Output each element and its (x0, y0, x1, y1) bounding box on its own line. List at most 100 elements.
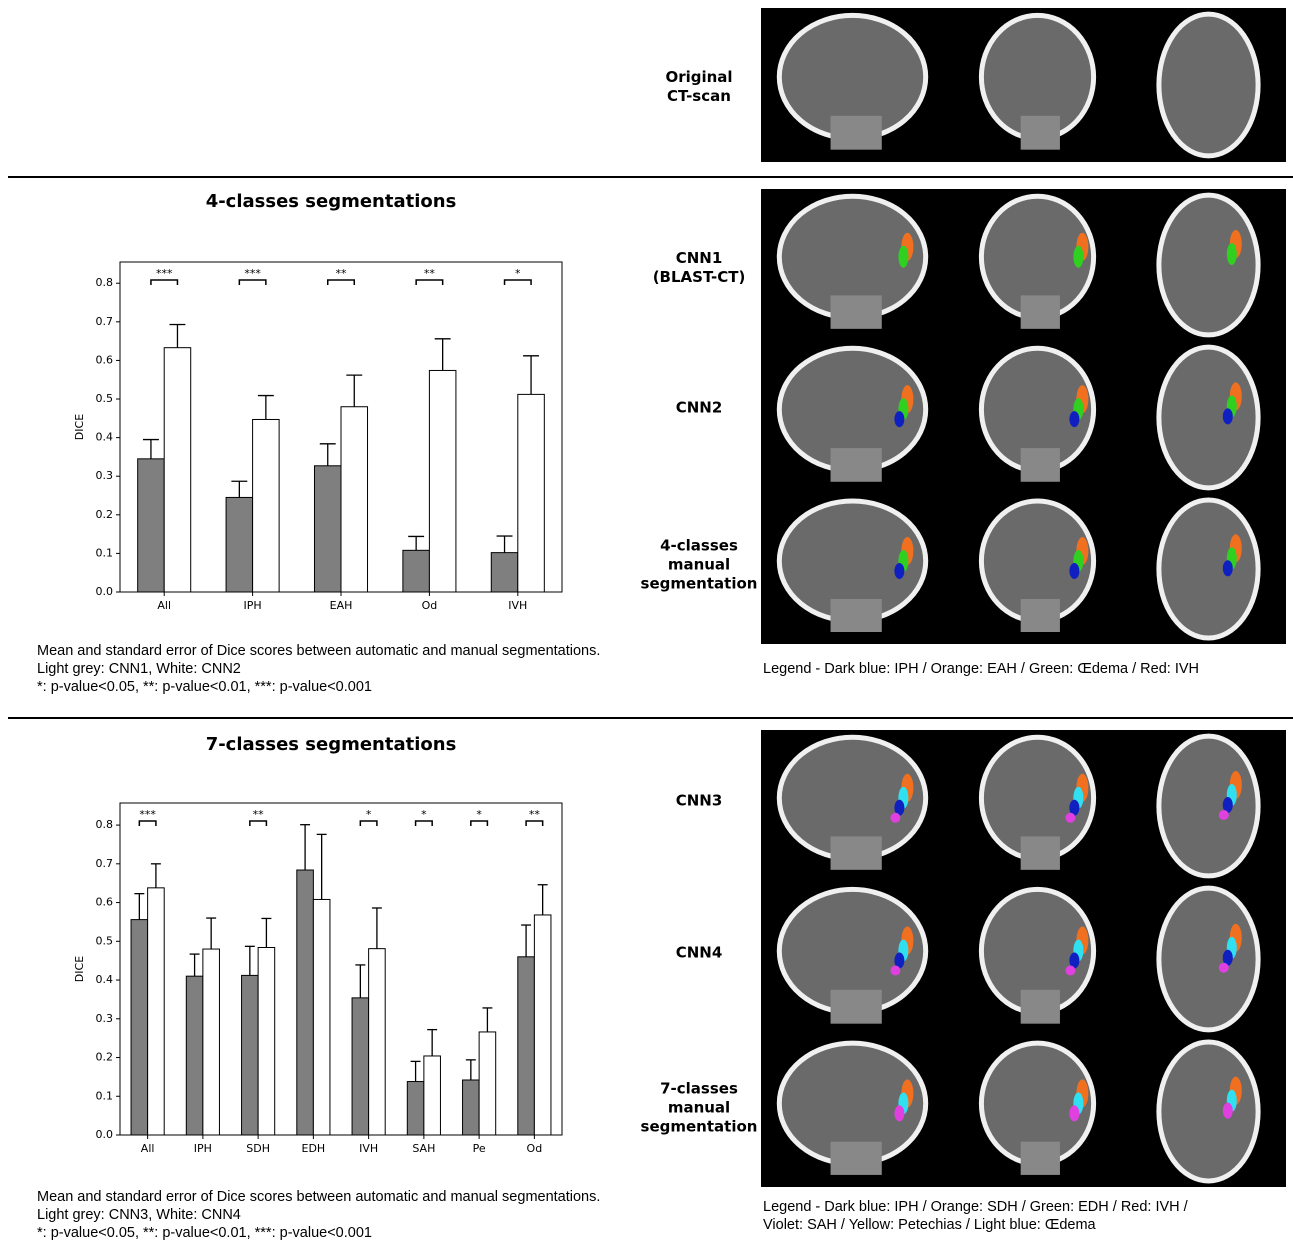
error-bar (151, 864, 161, 888)
caption: Mean and standard error of Dice scores b… (37, 1189, 600, 1205)
ct-slice (1159, 195, 1258, 335)
error-bar (408, 536, 424, 550)
lesion (1227, 243, 1237, 265)
lesion (1223, 1103, 1233, 1119)
x-tick-label: Pe (473, 1142, 486, 1155)
legend-text: Legend - Dark blue: IPH / Orange: EAH / … (763, 661, 1199, 677)
ct-base (1021, 295, 1060, 328)
ct-base (1021, 990, 1060, 1024)
y-tick-label: 0.6 (96, 353, 114, 366)
lesion (890, 813, 900, 823)
significance-bracket (328, 280, 355, 285)
y-axis-label: DICE (73, 414, 86, 440)
row-label: segmentation (641, 1118, 758, 1136)
row-label: CNN3 (676, 792, 723, 810)
significance-label: *** (244, 267, 261, 280)
ct-slice (1159, 1042, 1258, 1181)
error-bar (300, 825, 310, 870)
ct-base (831, 836, 882, 869)
bar (164, 348, 191, 592)
bar (258, 947, 275, 1135)
significance-bracket (239, 280, 266, 285)
y-tick-label: 0.5 (96, 934, 114, 947)
bar (424, 1056, 441, 1135)
row-label: CNN4 (676, 944, 723, 962)
legend-text: Violet: SAH / Yellow: Petechias / Light … (763, 1217, 1097, 1233)
caption: Mean and standard error of Dice scores b… (37, 643, 600, 659)
y-tick-label: 0.4 (96, 973, 114, 986)
significance-bracket (416, 821, 433, 826)
lesion (1223, 408, 1233, 424)
bar (314, 466, 341, 592)
error-bar (435, 339, 451, 371)
ct-base (1021, 836, 1060, 869)
row-label: CT-scan (667, 87, 731, 105)
significance-label: *** (139, 808, 156, 821)
x-tick-label: IPH (244, 599, 262, 612)
chart-title: 4-classes segmentations (206, 191, 457, 212)
significance-label: ** (336, 267, 348, 280)
x-tick-label: SAH (412, 1142, 435, 1155)
ct-base (831, 599, 882, 632)
bar (297, 870, 314, 1135)
significance-bracket (471, 821, 488, 826)
ct-slice (1159, 14, 1258, 156)
bar (148, 888, 165, 1135)
significance-label: ** (529, 808, 541, 821)
lesion (1073, 246, 1083, 268)
significance-bracket (505, 280, 532, 285)
x-tick-label: Od (527, 1142, 543, 1155)
bar (518, 957, 535, 1135)
lesion (890, 966, 900, 976)
figure: OriginalCT-scanCNN1(BLAST-CT)CNN24-class… (0, 0, 1293, 1246)
error-bar (521, 925, 531, 957)
bar (138, 459, 165, 592)
y-tick-label: 0.0 (96, 585, 114, 598)
error-bar (170, 325, 186, 348)
x-tick-label: Od (422, 599, 438, 612)
error-bar (258, 396, 274, 420)
caption: *: p-value<0.05, **: p-value<0.01, ***: … (37, 1225, 372, 1241)
error-bar (427, 1030, 437, 1056)
x-tick-label: All (157, 599, 171, 612)
bar (352, 998, 369, 1135)
bar (253, 419, 280, 592)
error-bar (231, 481, 247, 497)
bar (341, 407, 368, 592)
ct-slice (1159, 500, 1258, 638)
caption: Light grey: CNN1, White: CNN2 (37, 661, 241, 677)
ct-base (1021, 448, 1060, 482)
x-tick-label: All (141, 1142, 155, 1155)
row-label: 7-classes (660, 1080, 738, 1098)
bar (186, 976, 203, 1135)
significance-bracket (526, 821, 543, 826)
ct-base (831, 1142, 882, 1175)
lesion (1219, 810, 1229, 820)
y-tick-label: 0.7 (96, 315, 114, 328)
row-label: manual (668, 556, 730, 574)
bar (313, 899, 330, 1135)
bar (369, 949, 386, 1135)
x-tick-label: IPH (194, 1142, 212, 1155)
significance-label: ** (253, 808, 265, 821)
row-label: 4-classes (660, 537, 738, 555)
error-bar (523, 356, 539, 395)
ct-base (831, 448, 882, 482)
bar (479, 1032, 496, 1135)
bar (403, 550, 430, 592)
bar (518, 394, 545, 592)
error-bar (482, 1008, 492, 1032)
ct-base (831, 295, 882, 328)
error-bar (143, 440, 159, 459)
y-tick-label: 0.3 (96, 1012, 114, 1025)
error-bar (466, 1060, 476, 1080)
lesion (1065, 966, 1075, 976)
significance-label: * (421, 808, 427, 821)
lesion (1223, 560, 1233, 576)
error-bar (206, 918, 216, 949)
lesion (894, 1105, 904, 1121)
error-bar (245, 946, 255, 975)
error-bar (538, 885, 548, 915)
ct-slice (1159, 736, 1258, 876)
lesion (1219, 963, 1229, 973)
